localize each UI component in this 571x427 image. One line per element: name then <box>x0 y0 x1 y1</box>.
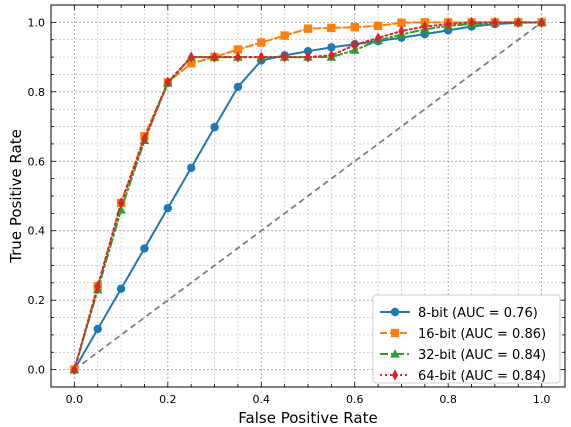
data-point <box>140 244 149 253</box>
data-point <box>117 197 125 209</box>
x-tick-label: 0.2 <box>159 393 177 406</box>
data-point <box>257 38 266 47</box>
data-point <box>233 82 243 92</box>
y-axis-label: True Positive Rate <box>7 129 25 264</box>
legend-marker <box>390 349 400 358</box>
data-point <box>116 284 126 293</box>
data-point <box>164 76 171 88</box>
data-point <box>373 21 383 31</box>
legend-label: 8-bit (AUC = 0.76) <box>418 306 538 321</box>
y-tick-label: 1.0 <box>28 16 46 29</box>
legend-item: 64-bit (AUC = 0.84) <box>380 369 546 384</box>
data-point <box>281 51 288 63</box>
data-point <box>188 51 195 63</box>
x-tick-label: 0.8 <box>439 393 457 406</box>
y-tick-label: 0.0 <box>28 364 46 377</box>
data-point <box>491 16 499 29</box>
data-point <box>445 18 452 30</box>
data-point <box>397 18 406 27</box>
data-point <box>468 16 475 29</box>
x-tick-label: 0.4 <box>253 393 271 406</box>
series-group <box>69 16 547 376</box>
data-point <box>163 203 173 213</box>
y-tick-label: 0.8 <box>28 86 46 99</box>
data-point <box>538 16 545 29</box>
data-point <box>515 16 522 29</box>
data-point <box>328 49 335 62</box>
legend-marker <box>390 328 400 338</box>
data-point <box>327 23 336 33</box>
data-point <box>374 32 382 44</box>
y-tick-label: 0.4 <box>28 225 46 238</box>
legend-box <box>372 294 561 384</box>
data-point <box>210 123 219 132</box>
data-point <box>93 324 102 334</box>
legend-label: 16-bit (AUC = 0.86) <box>418 327 546 342</box>
legend-label: 32-bit (AUC = 0.84) <box>418 348 546 363</box>
data-point <box>304 51 312 63</box>
data-point <box>351 39 358 51</box>
data-point <box>141 133 148 145</box>
legend-item: 8-bit (AUC = 0.76) <box>380 306 538 321</box>
x-tick-label: 0.6 <box>346 393 364 406</box>
series-line <box>73 21 543 371</box>
data-point <box>186 59 196 68</box>
series-4 <box>71 16 545 376</box>
data-point <box>303 24 313 33</box>
data-point <box>303 46 313 56</box>
x-axis-label: False Positive Rate <box>238 409 377 427</box>
reference-diagonal-line <box>73 21 543 371</box>
legend-item: 16-bit (AUC = 0.86) <box>380 327 546 342</box>
data-point <box>421 20 428 33</box>
legend-item: 32-bit (AUC = 0.84) <box>380 348 546 363</box>
data-point <box>350 23 359 32</box>
data-point <box>233 45 243 54</box>
ticks: 0.0 0.2 0.4 0.6 0.8 1.0 0.0 0.2 0.4 0.6 0.8 1.0 <box>28 5 565 406</box>
data-point <box>398 25 405 37</box>
legend-marker <box>390 307 400 317</box>
legend-marker <box>391 369 399 381</box>
data-point <box>71 363 78 376</box>
y-tick-label: 0.6 <box>28 155 46 168</box>
data-point <box>234 51 242 63</box>
data-point <box>211 51 218 63</box>
legend: 8-bit (AUC = 0.76) 16-bit (AUC = 0.86) 32-… <box>372 294 561 384</box>
data-point <box>280 31 289 40</box>
data-point <box>327 43 336 52</box>
data-point <box>258 51 265 63</box>
y-tick-label: 0.2 <box>28 294 46 307</box>
x-tick-label: 1.0 <box>533 393 551 406</box>
data-point <box>94 280 101 292</box>
reference-diagonal <box>73 21 543 371</box>
data-point <box>186 163 196 173</box>
legend-label: 64-bit (AUC = 0.84) <box>418 369 546 384</box>
x-tick-label: 0.0 <box>66 393 84 406</box>
